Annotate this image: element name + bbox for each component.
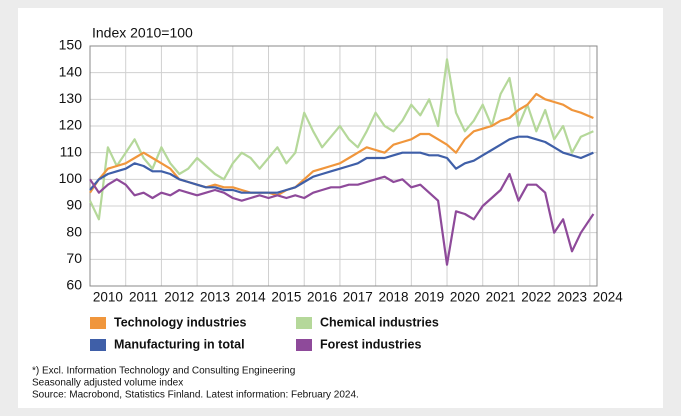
x-tick-label: 2016 <box>307 290 337 305</box>
x-tick-label: 2011 <box>129 290 158 305</box>
legend-label: Technology industries <box>114 315 246 329</box>
legend-swatch <box>296 339 312 351</box>
y-tick-label: 90 <box>66 197 82 213</box>
legend-swatch <box>90 339 106 351</box>
series-line <box>89 135 594 194</box>
y-tick-label: 60 <box>66 277 82 293</box>
x-tick-label: 2018 <box>378 290 408 305</box>
legend-label: Chemical industries <box>320 315 439 329</box>
y-tick-label: 70 <box>66 250 82 266</box>
legend-label: Manufacturing in total <box>114 337 245 351</box>
y-tick-label: 100 <box>59 170 83 186</box>
x-tick-label: 2013 <box>200 290 230 305</box>
x-tick-label: 2010 <box>93 290 123 305</box>
legend-label: Forest industries <box>320 337 421 351</box>
y-tick-label: 120 <box>59 117 83 133</box>
x-tick-label: 2014 <box>236 290 267 305</box>
y-tick-label: 150 <box>59 37 83 53</box>
y-tick-label: 130 <box>59 90 83 106</box>
x-tick-label: 2012 <box>164 290 194 305</box>
y-tick-label: 140 <box>59 63 83 79</box>
y-axis-label: Index 2010=100 <box>92 25 193 41</box>
x-tick-label: 2019 <box>414 290 444 305</box>
footnote: Source: Macrobond, Statistics Finland. L… <box>32 390 359 401</box>
x-tick-label: 2021 <box>486 290 516 305</box>
legend-swatch <box>296 317 312 329</box>
legend-swatch <box>90 317 106 329</box>
footnote: *) Excl. Information Technology and Cons… <box>32 366 295 377</box>
plot-frame <box>89 45 598 287</box>
x-tick-label: 2020 <box>450 290 480 305</box>
series-line <box>89 172 595 266</box>
x-tick-label: 2015 <box>271 290 301 305</box>
y-tick-label: 110 <box>60 143 83 159</box>
x-tick-label: 2024 <box>593 290 624 305</box>
footnote: Seasonally adjusted volume index <box>32 378 183 389</box>
x-tick-label: 2023 <box>557 290 587 305</box>
y-tick-label: 80 <box>66 223 82 239</box>
x-tick-label: 2022 <box>521 290 551 305</box>
series-line <box>89 58 594 221</box>
series-line <box>89 92 594 197</box>
x-tick-label: 2017 <box>343 290 373 305</box>
